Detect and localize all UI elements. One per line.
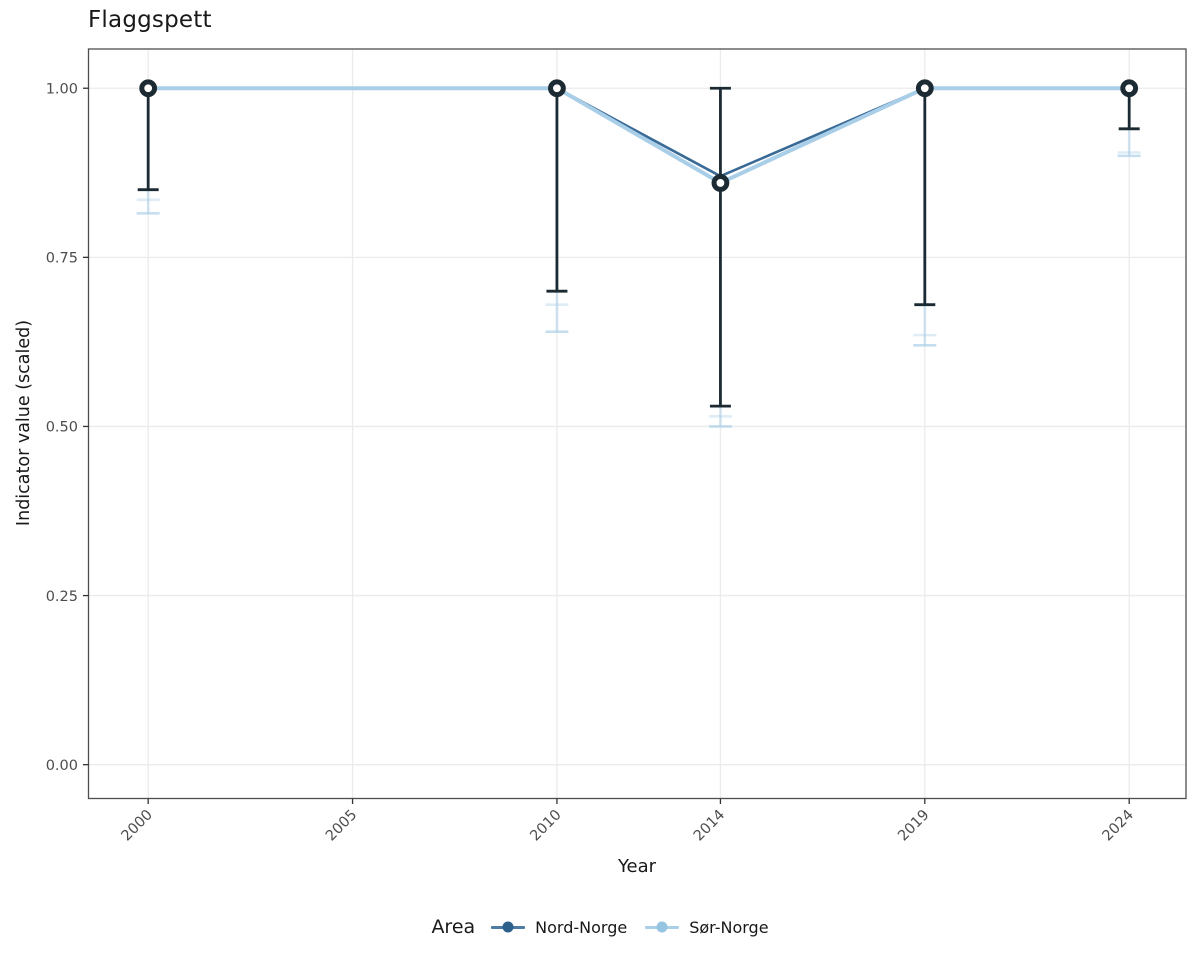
- y-tick-label: 0.50: [46, 420, 78, 436]
- y-axis-title: Indicator value (scaled): [14, 319, 34, 527]
- legend-title: Area: [431, 916, 476, 938]
- y-tick-label: 0.25: [46, 589, 78, 605]
- legend-key-dot: [656, 921, 668, 933]
- x-tick-label: 2014: [691, 807, 728, 844]
- x-tick-label: 2024: [1100, 807, 1137, 844]
- panel-border: [87, 48, 1187, 800]
- legend-label: Nord-Norge: [535, 917, 628, 937]
- data-point-marker: [1120, 79, 1139, 98]
- x-tick-label: 2010: [527, 807, 564, 844]
- gridlines: [88, 49, 1186, 799]
- legend-key-icon: [491, 919, 526, 935]
- data-point-marker: [711, 174, 730, 192]
- x-tick-label: 2019: [895, 807, 932, 844]
- legend-entries: Nord-Norge Sør-Norge: [491, 917, 769, 937]
- chart-title: Flaggspett: [88, 7, 212, 33]
- legend-item: Sør-Norge: [645, 917, 769, 937]
- data-point-marker: [915, 79, 934, 98]
- data-point-marker: [548, 79, 566, 98]
- legend-label: Sør-Norge: [689, 917, 769, 937]
- y-tick-label: 1.00: [46, 81, 78, 97]
- legend-key-dot: [502, 921, 514, 933]
- x-axis-title: Year: [617, 856, 657, 877]
- error-bars: [137, 86, 1140, 408]
- data-point-marker: [139, 79, 158, 98]
- axes: 0.00 0.25 0.50 0.75 1.00 2000 2005 2010 2014 2019…: [46, 81, 1137, 844]
- legend-item: Nord-Norge: [491, 918, 627, 937]
- y-tick-label: 0.75: [46, 251, 78, 267]
- x-tick-label: 2000: [119, 807, 156, 844]
- series-line-nord-norge: [148, 86, 1130, 178]
- x-tick-label: 2005: [323, 807, 360, 844]
- legend: Area Nord-Norge Sør-Norge: [0, 916, 1200, 938]
- y-tick-label: 0.00: [46, 758, 78, 774]
- series-line-sor-norge: [148, 86, 1130, 185]
- data-points: [139, 79, 1139, 192]
- legend-key-icon: [645, 919, 680, 935]
